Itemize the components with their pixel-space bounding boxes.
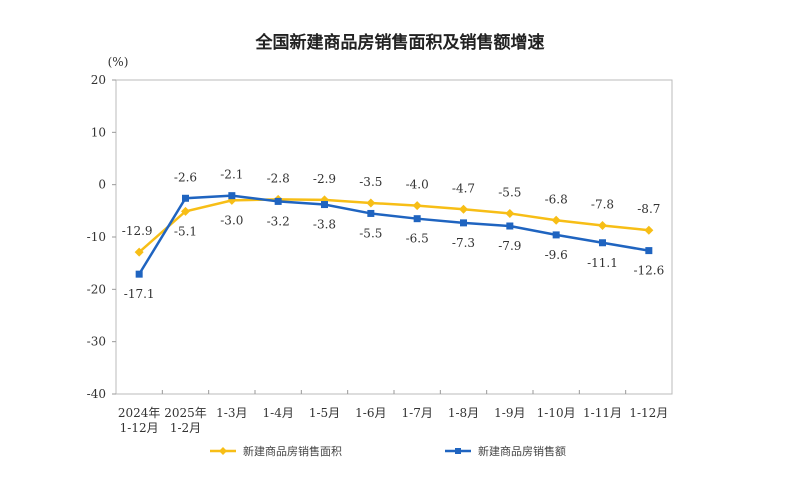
legend-label: 新建商品房销售面积 (243, 444, 342, 458)
x-tick-label: 1-7月 (402, 406, 433, 420)
chart-title: 全国新建商品房销售面积及销售额增速 (255, 32, 545, 53)
data-label: -6.8 (545, 192, 568, 206)
x-tick-label: 1-11月 (583, 406, 622, 420)
data-label: -5.5 (359, 226, 382, 240)
data-point (228, 192, 236, 200)
x-tick-label: 1-12月 (629, 406, 668, 420)
data-point (505, 208, 515, 218)
data-point (413, 215, 421, 223)
x-tick-label: 1-2月 (170, 421, 201, 435)
series-line-1 (138, 198, 649, 254)
data-point (181, 206, 190, 216)
data-point (598, 220, 607, 230)
data-label: -2.8 (267, 171, 290, 185)
data-label: -3.0 (220, 213, 243, 227)
data-label: -2.9 (313, 172, 336, 186)
data-label: -3.8 (313, 218, 336, 232)
x-tick-label: 1-12月 (120, 421, 159, 435)
y-axis-label: (%) (108, 55, 129, 69)
data-label: -2.1 (220, 168, 243, 182)
x-tick-label: 1-10月 (537, 406, 576, 420)
data-label: -12.9 (122, 224, 153, 238)
data-point (599, 239, 606, 247)
y-tick-label: 0 (98, 178, 106, 192)
y-tick-label: -20 (87, 282, 106, 296)
data-point (182, 194, 189, 202)
x-tick-label: 2025年 (164, 406, 207, 420)
data-point (459, 204, 468, 214)
data-point (367, 209, 375, 217)
x-tick-label: 1-3月 (216, 406, 247, 420)
data-label: -5.1 (174, 224, 197, 238)
data-label: -6.5 (406, 232, 429, 246)
data-point (412, 201, 422, 211)
y-tick-label: -40 (87, 387, 106, 401)
data-label: -11.1 (587, 256, 618, 270)
data-point (506, 222, 514, 230)
plot-frame (115, 79, 673, 395)
data-point (460, 219, 467, 227)
data-label: -7.3 (452, 236, 475, 250)
data-label: -4.0 (406, 178, 429, 192)
y-tick-label: -30 (87, 335, 106, 349)
y-tick-label: 20 (91, 73, 106, 87)
x-tick-label: 1-6月 (355, 406, 386, 420)
data-point (552, 231, 560, 239)
data-point (134, 247, 144, 257)
data-label: -3.5 (359, 175, 382, 189)
data-point (321, 201, 328, 209)
data-label: -7.8 (591, 197, 614, 211)
data-label: -9.6 (545, 248, 568, 262)
data-label: -7.9 (498, 239, 521, 253)
data-label: -5.5 (498, 185, 521, 199)
data-point (644, 225, 654, 235)
legend-label: 新建商品房销售额 (478, 444, 566, 458)
legend-marker (219, 447, 227, 455)
data-label: -3.2 (267, 214, 290, 228)
data-label: -2.6 (174, 170, 197, 184)
data-point (366, 198, 376, 208)
data-label: -12.6 (633, 264, 664, 278)
data-point (645, 247, 653, 255)
series-line-2 (138, 194, 650, 275)
legend-marker (455, 448, 461, 454)
data-label: -8.7 (637, 202, 660, 216)
x-tick-label: 1-9月 (494, 406, 525, 420)
x-tick-label: 1-4月 (263, 406, 294, 420)
data-point (551, 215, 561, 225)
data-point (135, 270, 143, 278)
y-tick-label: 10 (91, 125, 106, 139)
data-point (274, 197, 282, 205)
data-label: -17.1 (124, 287, 155, 301)
x-tick-label: 2024年 (118, 406, 161, 420)
x-tick-label: 1-8月 (448, 406, 479, 420)
x-tick-label: 1-5月 (309, 406, 340, 420)
data-label: -4.7 (452, 181, 475, 195)
y-tick-label: -10 (87, 230, 106, 244)
